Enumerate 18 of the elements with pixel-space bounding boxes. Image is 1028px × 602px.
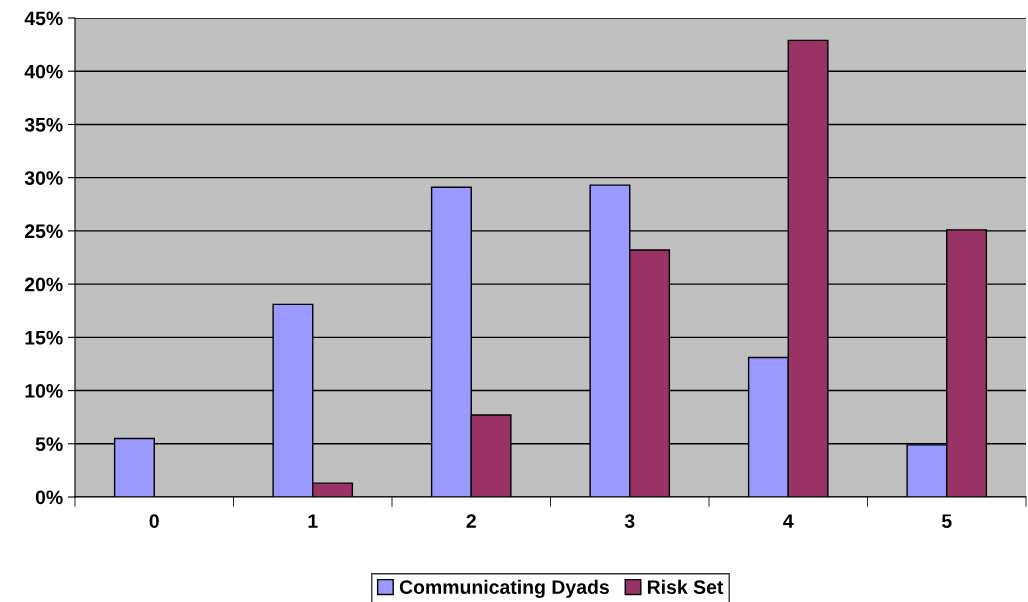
x-tick-label: 5 [941, 514, 952, 528]
y-tick-label: 0% [35, 490, 63, 505]
y-tick-label: 10% [25, 384, 63, 398]
y-tick-label: 35% [24, 117, 63, 132]
x-tick-label: 4 [783, 514, 794, 528]
legend-label: Communicating Dyads [399, 579, 609, 598]
y-tick-label: 40% [24, 64, 63, 79]
x-tick-label: 1 [308, 514, 318, 528]
y-tick-label: 5% [35, 437, 63, 452]
x-tick-label: 0 [149, 514, 159, 528]
y-tick-label: 30% [24, 171, 63, 185]
x-tick-label: 3 [624, 514, 635, 528]
y-tick-label: 20% [24, 277, 63, 292]
y-tick-label: 15% [25, 330, 63, 345]
legend-label: Risk Set [647, 579, 724, 594]
y-tick-label: 25% [24, 224, 63, 239]
x-tick-label: 2 [466, 514, 476, 528]
y-tick-label: 45% [24, 11, 63, 26]
